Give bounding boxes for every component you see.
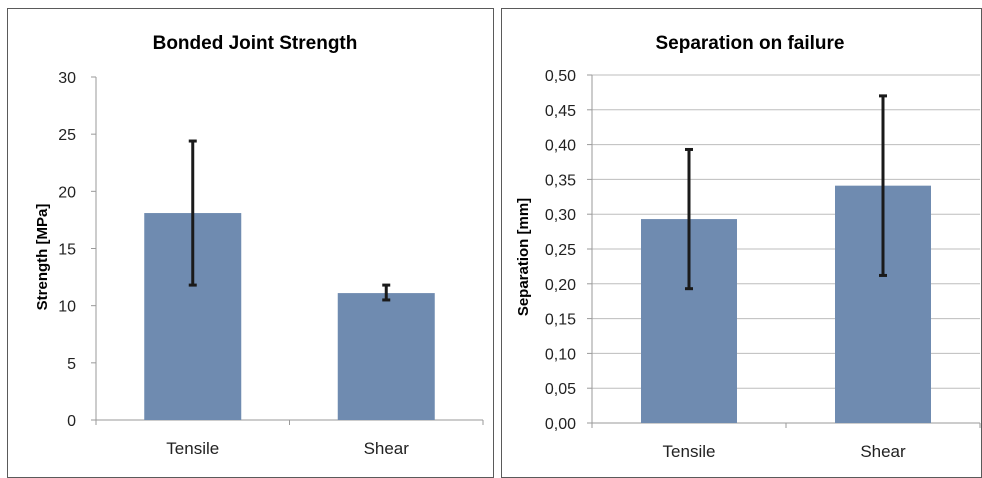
x-category-label: Shear (860, 442, 906, 461)
y-tick-label: 0 (67, 413, 76, 430)
x-category-label: Tensile (663, 442, 716, 461)
y-tick-label: 0,45 (545, 103, 576, 120)
y-tick-label: 0,25 (545, 242, 576, 259)
y-tick-label: 0,05 (545, 381, 576, 398)
y-tick-label: 0,30 (545, 207, 576, 224)
y-tick-label: 15 (58, 242, 76, 259)
y-tick-label: 5 (67, 356, 76, 373)
y-tick-label: 30 (58, 70, 76, 87)
separation-chart-panel: Separation on failure Separation [mm] 0,… (501, 8, 982, 478)
strength-chart-panel: Bonded Joint Strength Strength [MPa] 0 5 1… (7, 8, 494, 478)
strength-chart: Bonded Joint Strength Strength [MPa] 0 5 1… (34, 33, 484, 458)
y-axis-label: Separation [mm] (515, 198, 532, 316)
x-category-label: Tensile (166, 439, 219, 458)
chart-title: Separation on failure (656, 33, 845, 54)
y-tick-label: 0,15 (545, 312, 576, 329)
y-tick-label: 0,35 (545, 172, 576, 189)
bar-shear (337, 293, 435, 420)
y-tick-label: 0,20 (545, 277, 576, 294)
y-tick-label: 20 (58, 184, 76, 201)
y-tick-label: 0,10 (545, 346, 576, 363)
y-tick-label: 0,40 (545, 138, 576, 155)
x-category-label: Shear (364, 439, 410, 458)
y-tick-label: 0,50 (545, 68, 576, 85)
y-tick-label: 10 (58, 299, 76, 316)
separation-chart: Separation on failure Separation [mm] 0,… (515, 33, 981, 461)
y-tick-label: 25 (58, 127, 76, 144)
y-tick-label: 0,00 (545, 416, 576, 433)
chart-title: Bonded Joint Strength (153, 33, 358, 54)
y-axis-label: Strength [MPa] (34, 204, 51, 311)
